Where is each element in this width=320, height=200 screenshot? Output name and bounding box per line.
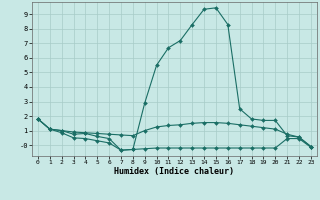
X-axis label: Humidex (Indice chaleur): Humidex (Indice chaleur): [115, 167, 234, 176]
